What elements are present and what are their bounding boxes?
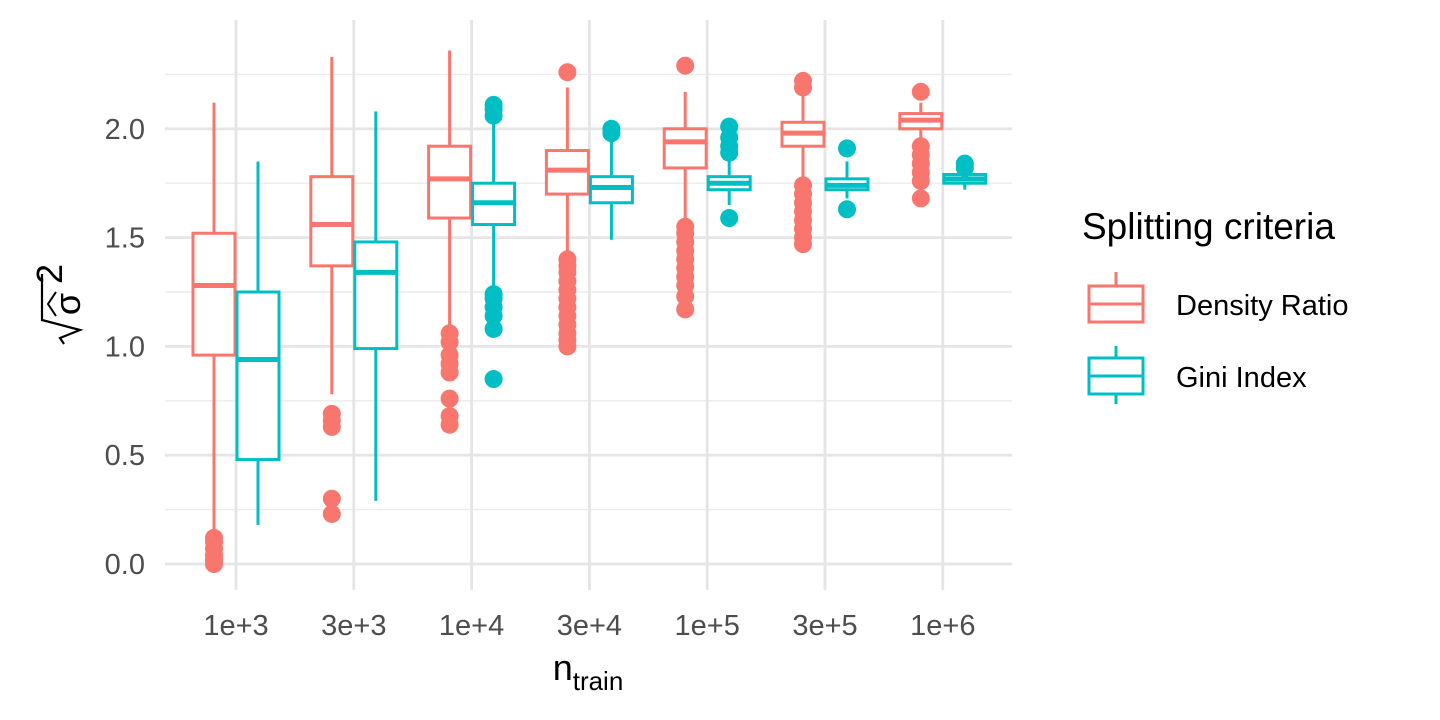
box-group (309, 56, 355, 523)
y-tick-label: 0.5 (105, 440, 145, 472)
outlier-point (794, 176, 812, 195)
y-tick-label: 2.0 (105, 114, 145, 146)
outlier-point (322, 489, 341, 508)
x-tick-label: 1e+3 (203, 610, 268, 642)
box-iqr (191, 231, 237, 357)
box-group (544, 63, 590, 356)
outlier-point (558, 250, 577, 269)
box-group (235, 161, 281, 525)
outlier-point (558, 63, 577, 82)
box-iqr (309, 175, 355, 268)
outlier-point (794, 71, 812, 90)
y-tick-label: 1.0 (105, 331, 145, 363)
sqrt-sign (40, 274, 84, 345)
outlier-point (484, 370, 503, 389)
box-group (898, 82, 944, 208)
box-iqr (662, 127, 708, 170)
legend: Splitting criteria Density Ratio Gini In… (1082, 206, 1348, 404)
outlier-point (440, 324, 459, 343)
boxes (191, 50, 988, 573)
outlier-point (676, 300, 695, 319)
grid (165, 20, 1012, 590)
y-tick-label: 0.0 (105, 549, 145, 581)
outlier-point (602, 119, 621, 138)
outlier-point (440, 346, 459, 365)
legend-key-gini-index (1087, 346, 1145, 404)
x-axis-title: ntrain (553, 647, 624, 696)
outlier-point (440, 389, 459, 408)
outlier-point (838, 200, 856, 219)
sigma-symbol: σ (47, 293, 88, 315)
outlier-point (484, 319, 503, 338)
outlier-point (484, 285, 503, 304)
legend-label-gini-index: Gini Index (1176, 362, 1307, 394)
outlier-point (911, 82, 930, 101)
box-group (824, 139, 870, 219)
x-tick-label: 3e+5 (792, 610, 857, 642)
x-tick-label: 3e+3 (321, 610, 386, 642)
hat-accent (46, 291, 57, 317)
outlier-point (911, 137, 930, 156)
outlier-point (720, 209, 739, 228)
legend-label-density-ratio: Density Ratio (1176, 290, 1348, 322)
x-axis-title-subscript: train (573, 666, 624, 696)
box-group (942, 154, 988, 190)
box-iqr (235, 290, 281, 462)
outlier-point (676, 217, 695, 236)
box-group (191, 102, 237, 573)
outlier-point (440, 407, 459, 426)
outlier-point (720, 117, 739, 136)
y-tick-labels: 0.0 0.5 1.0 1.5 2.0 (105, 114, 145, 581)
legend-key-density-ratio (1087, 272, 1145, 324)
y-axis-title: σ 2 (29, 264, 88, 345)
x-tick-label: 1e+5 (675, 610, 740, 642)
box-group (427, 50, 473, 434)
outlier-point (205, 528, 223, 547)
x-tick-labels: 1e+3 3e+3 1e+4 3e+4 1e+5 3e+5 1e+6 (203, 610, 975, 642)
y-tick-label: 1.5 (105, 223, 145, 255)
box-iqr (353, 240, 399, 351)
box-group (706, 117, 752, 228)
outlier-point (484, 95, 503, 114)
box-group (780, 71, 826, 254)
box-iqr (427, 144, 473, 220)
sigma-exponent: 2 (29, 264, 70, 284)
outlier-point (322, 404, 341, 423)
box-group (353, 111, 399, 501)
x-tick-label: 1e+4 (439, 610, 504, 642)
box-group (588, 119, 634, 240)
outlier-point (911, 189, 930, 208)
outlier-point (322, 504, 341, 523)
box-group (662, 56, 708, 319)
outlier-point (838, 139, 856, 158)
box-group (471, 95, 517, 389)
x-tick-label: 3e+4 (557, 610, 622, 642)
x-tick-label: 1e+6 (910, 610, 975, 642)
legend-title: Splitting criteria (1082, 206, 1335, 247)
outlier-point (955, 154, 974, 173)
x-axis-title-main: n (553, 647, 573, 688)
outlier-point (676, 56, 695, 75)
